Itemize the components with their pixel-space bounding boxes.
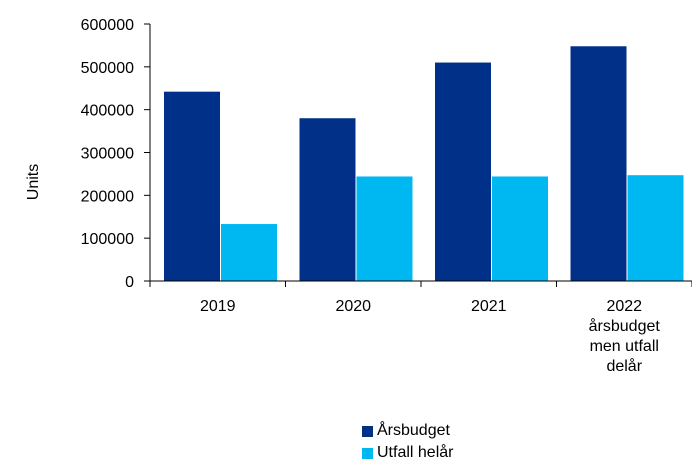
bar-utfall-helar-2 <box>492 176 548 281</box>
y-tick-label: 200000 <box>81 188 134 205</box>
bar-arsbudget-1 <box>299 118 356 281</box>
bar-arsbudget-0 <box>164 91 220 281</box>
y-axis-ticks: 0 100000 200000 300000 400000 500000 600000 <box>81 17 150 291</box>
legend: Årsbudget Utfall helår <box>362 420 453 464</box>
bar-utfall-helar-3 <box>627 175 684 281</box>
x-tick-label: 2020 <box>335 298 371 315</box>
legend-swatch-utfall-helar <box>362 447 373 459</box>
x-tick-label: 2022 årsbudget men utfall delår <box>589 298 661 375</box>
legend-label-arsbudget: Årsbudget <box>377 422 450 439</box>
y-tick-label: 500000 <box>81 60 134 77</box>
x-axis-ticks: 2019 2020 2021 2022 årsbudget men utfall delår <box>149 281 692 375</box>
y-tick-label: 400000 <box>81 103 134 120</box>
y-tick-label: 300000 <box>81 146 134 163</box>
bar-utfall-helar-0 <box>221 224 277 281</box>
y-tick-label: 0 <box>125 274 134 291</box>
y-tick-label: 600000 <box>81 17 134 34</box>
legend-label-utfall-helar: Utfall helår <box>377 444 454 461</box>
bar-utfall-helar-1 <box>356 176 413 281</box>
bar-arsbudget-2 <box>435 62 491 281</box>
x-tick-label: 2021 <box>471 298 507 315</box>
legend-item-arsbudget: Årsbudget <box>362 420 453 442</box>
bars-group <box>164 46 684 282</box>
y-axis-label: Units <box>25 164 42 200</box>
legend-item-utfall-helar: Utfall helår <box>362 442 453 464</box>
bar-arsbudget-3 <box>570 46 627 282</box>
legend-swatch-arsbudget <box>362 425 373 437</box>
y-tick-label: 100000 <box>81 231 134 248</box>
x-tick-label: 2019 <box>200 298 236 315</box>
